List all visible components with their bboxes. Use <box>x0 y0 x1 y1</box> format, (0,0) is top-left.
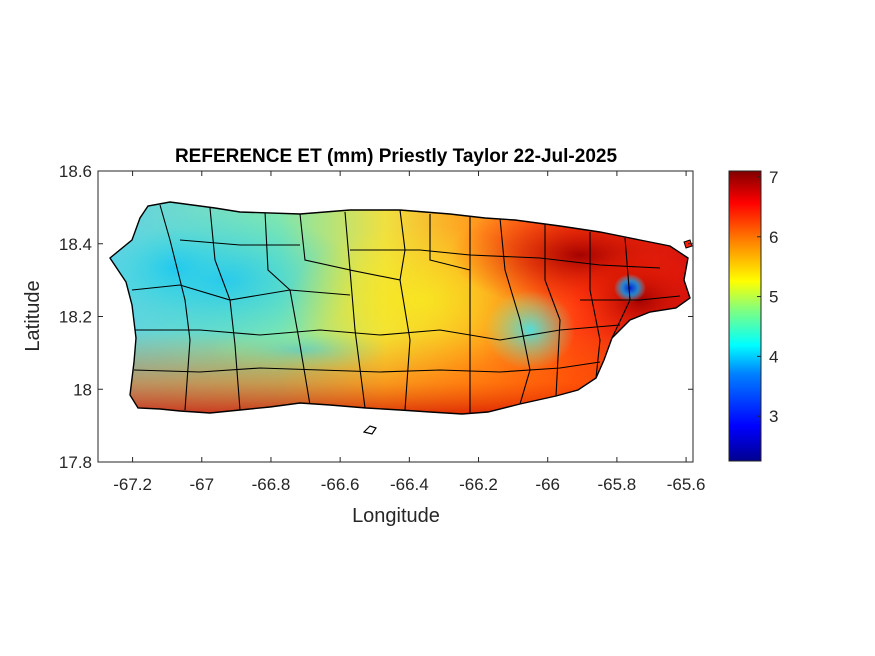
x-tick-label: -66.2 <box>459 475 498 494</box>
y-tick-label: 18.4 <box>59 235 92 254</box>
colorbar-ticks: 7 6 5 4 3 <box>757 168 778 426</box>
colorbar: 7 6 5 4 3 <box>728 168 778 462</box>
colorbar-tick-label: 5 <box>769 288 778 307</box>
colorbar-tick-label: 3 <box>769 407 778 426</box>
x-tick-label: -67 <box>189 475 214 494</box>
small-island <box>362 425 377 435</box>
colorbar-gradient <box>728 170 762 462</box>
y-tick-label: 17.8 <box>59 453 92 472</box>
y-axis-label: Latitude <box>22 280 44 351</box>
x-tick-label: -65.6 <box>667 475 706 494</box>
x-tick-label: -66 <box>535 475 560 494</box>
coastline <box>109 201 691 415</box>
chart-title: REFERENCE ET (mm) Priestly Taylor 22-Jul… <box>175 146 617 167</box>
colorbar-tick-label: 6 <box>769 228 778 247</box>
x-tick-label: -65.8 <box>598 475 637 494</box>
y-tick-label: 18.6 <box>59 162 92 181</box>
x-tick-label: -66.4 <box>390 475 429 494</box>
colorbar-tick-label: 4 <box>769 347 778 366</box>
y-tick-label: 18 <box>73 380 92 399</box>
x-tick-label: -66.6 <box>321 475 360 494</box>
x-axis-label: Longitude <box>352 505 440 527</box>
municipal-boundaries <box>131 204 681 414</box>
y-tick-label: 18.2 <box>59 308 92 327</box>
axis-ticks: -67.2 -67 -66.8 -66.6 -66.4 -66.2 -66 -65.8 -65.… <box>59 162 706 494</box>
x-tick-label: -66.8 <box>252 475 291 494</box>
colorbar-tick-label: 7 <box>769 168 778 187</box>
x-tick-label: -67.2 <box>113 475 152 494</box>
